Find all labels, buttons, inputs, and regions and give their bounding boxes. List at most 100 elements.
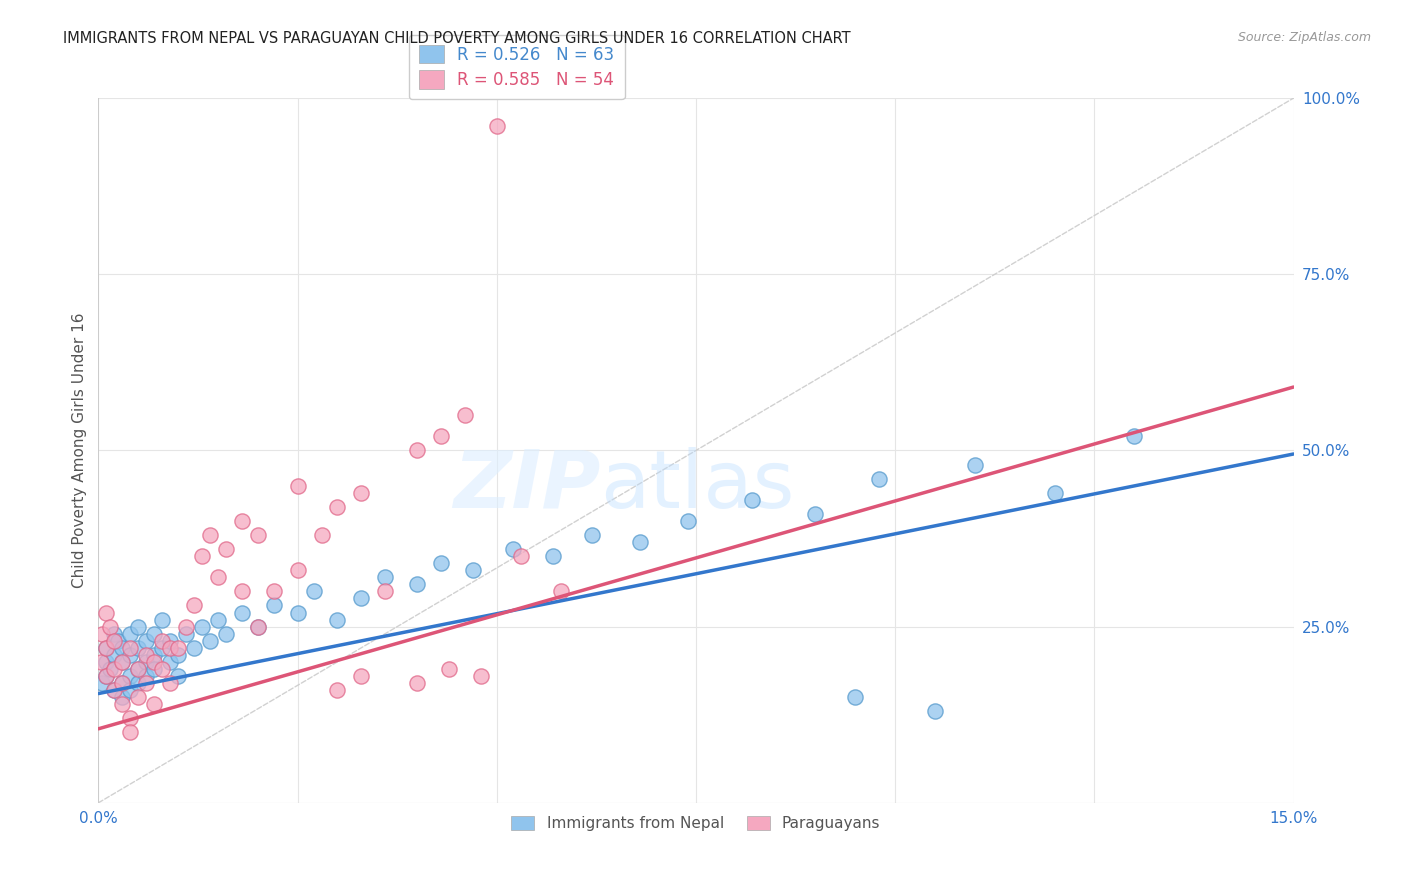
Point [135, 648, 157, 662]
Point [103, 648, 125, 662]
Point [198, 528, 221, 542]
Point [302, 584, 325, 599]
Point [143, 662, 166, 676]
Point [103, 626, 125, 640]
Point [127, 640, 149, 655]
Point [287, 478, 309, 492]
Point [127, 662, 149, 676]
Point [98, 662, 122, 676]
Point [804, 507, 827, 521]
Point [159, 640, 181, 655]
Point [120, 648, 142, 662]
Point [1123, 429, 1146, 443]
Point [111, 676, 134, 690]
Point [150, 662, 173, 676]
Point [231, 584, 253, 599]
Point [676, 514, 699, 528]
Point [246, 619, 269, 633]
Point [581, 528, 603, 542]
Point [96, 669, 118, 683]
Point [120, 640, 142, 655]
Point [430, 556, 453, 570]
Point [287, 563, 309, 577]
Point [350, 669, 373, 683]
Point [454, 408, 477, 422]
Y-axis label: Child Poverty Among Girls Under 16: Child Poverty Among Girls Under 16 [72, 313, 87, 588]
Point [135, 655, 157, 669]
Point [111, 690, 134, 705]
Point [924, 704, 946, 718]
Point [231, 606, 253, 620]
Point [191, 619, 214, 633]
Point [103, 683, 125, 698]
Point [207, 570, 229, 584]
Point [127, 662, 149, 676]
Point [350, 591, 373, 606]
Point [120, 669, 142, 683]
Point [541, 549, 564, 564]
Point [127, 619, 149, 633]
Point [159, 676, 181, 690]
Point [135, 633, 157, 648]
Point [198, 633, 221, 648]
Point [111, 655, 134, 669]
Point [167, 640, 190, 655]
Point [96, 669, 118, 683]
Point [174, 626, 197, 640]
Point [963, 458, 986, 472]
Point [90, 655, 112, 669]
Point [96, 606, 118, 620]
Point [150, 613, 173, 627]
Point [111, 676, 134, 690]
Point [207, 613, 229, 627]
Point [246, 528, 269, 542]
Point [430, 429, 453, 443]
Point [406, 676, 429, 690]
Point [183, 640, 205, 655]
Point [183, 599, 205, 613]
Point [127, 676, 149, 690]
Point [159, 633, 181, 648]
Point [103, 662, 125, 676]
Text: Source: ZipAtlas.com: Source: ZipAtlas.com [1237, 31, 1371, 45]
Point [159, 655, 181, 669]
Point [406, 577, 429, 591]
Point [167, 669, 190, 683]
Point [406, 443, 429, 458]
Point [191, 549, 214, 564]
Point [111, 697, 134, 711]
Point [103, 633, 125, 648]
Point [326, 683, 349, 698]
Point [374, 584, 396, 599]
Point [1043, 485, 1066, 500]
Point [96, 655, 118, 669]
Point [461, 563, 484, 577]
Point [550, 584, 572, 599]
Text: IMMIGRANTS FROM NEPAL VS PARAGUAYAN CHILD POVERTY AMONG GIRLS UNDER 16 CORRELATI: IMMIGRANTS FROM NEPAL VS PARAGUAYAN CHIL… [63, 31, 851, 46]
Point [628, 535, 651, 549]
Point [143, 697, 166, 711]
Point [91, 676, 114, 690]
Point [167, 648, 190, 662]
Point [120, 683, 142, 698]
Point [215, 626, 238, 640]
Point [485, 120, 508, 134]
Point [143, 648, 166, 662]
Point [135, 676, 157, 690]
Point [326, 500, 349, 514]
Point [231, 514, 253, 528]
Point [470, 669, 492, 683]
Point [127, 690, 149, 705]
Point [311, 528, 333, 542]
Point [91, 626, 114, 640]
Point [844, 690, 866, 705]
Point [287, 606, 309, 620]
Point [437, 662, 460, 676]
Point [143, 655, 166, 669]
Text: ZIP: ZIP [453, 447, 600, 524]
Point [174, 619, 197, 633]
Point [150, 633, 173, 648]
Point [326, 613, 349, 627]
Legend: Immigrants from Nepal, Paraguayans: Immigrants from Nepal, Paraguayans [505, 810, 887, 838]
Point [263, 599, 285, 613]
